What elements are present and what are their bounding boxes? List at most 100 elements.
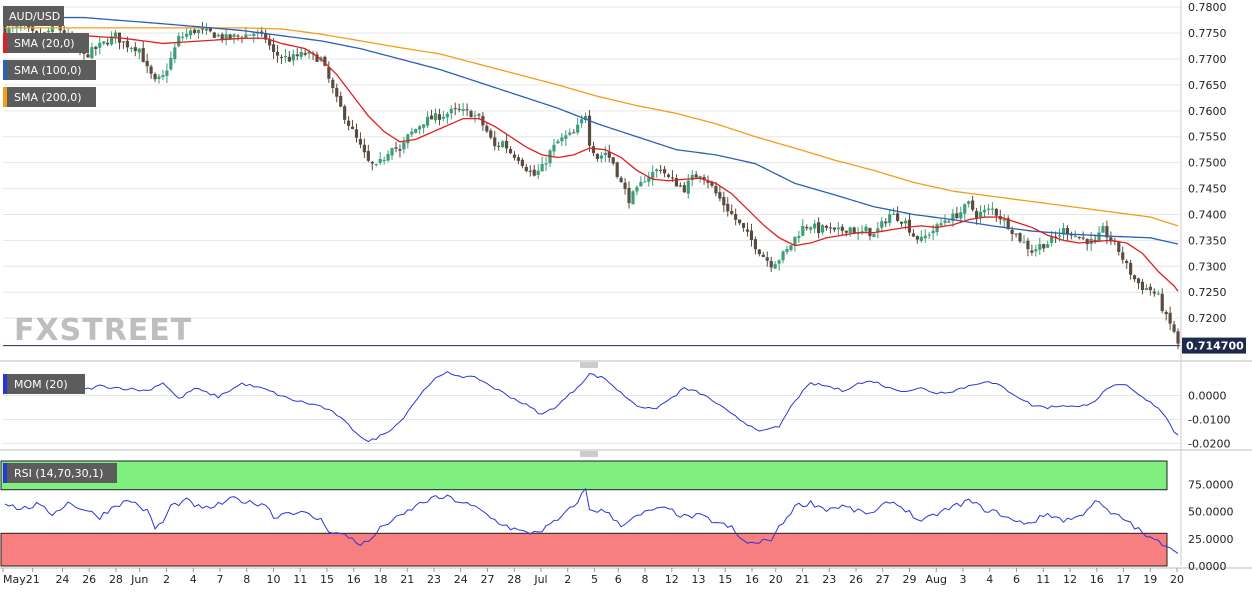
- candle-body: [599, 155, 603, 159]
- candle-body: [919, 236, 923, 242]
- candle-body: [1010, 229, 1014, 235]
- sma100-legend-box: [3, 60, 96, 80]
- x-tick-label: 15: [718, 573, 732, 586]
- x-tick-label: 16: [347, 573, 361, 586]
- candle-body: [591, 146, 596, 154]
- candle-body: [1164, 311, 1168, 315]
- price-tick-label: 0.7300: [1188, 260, 1227, 273]
- grid-layer: [0, 0, 1252, 569]
- candle-body: [631, 191, 635, 205]
- candle-body: [730, 211, 734, 214]
- candle-body: [1030, 250, 1034, 253]
- candle-body: [1125, 260, 1129, 264]
- candle-body: [682, 185, 686, 193]
- candle-body: [339, 95, 343, 107]
- x-tick-label: 3: [960, 573, 967, 586]
- candle-body: [678, 185, 682, 187]
- momentum-line: [4, 370, 1179, 443]
- momentum-layer: [4, 370, 1179, 443]
- last-price-tag: [1182, 337, 1246, 354]
- candle-body: [177, 36, 181, 47]
- x-tick-label: 8: [243, 573, 250, 586]
- x-tick-label: 21: [26, 573, 40, 586]
- candle-body: [268, 38, 272, 46]
- candle-body: [414, 129, 418, 133]
- candle-body: [141, 48, 145, 63]
- x-tick-label: 11: [293, 573, 307, 586]
- candle-body: [864, 226, 868, 232]
- candle-body: [702, 177, 706, 181]
- candle-body: [113, 32, 118, 38]
- candle-body: [765, 257, 769, 261]
- candle-body: [1168, 312, 1172, 324]
- candle-body: [406, 134, 410, 144]
- candle-body: [978, 211, 983, 217]
- x-tick-label: 24: [454, 573, 468, 586]
- candle-body: [212, 32, 216, 38]
- candle-body: [666, 174, 671, 177]
- symbol-label: AUD/USD: [9, 10, 60, 23]
- x-tick-label: 16: [745, 573, 759, 586]
- candle-body: [1140, 281, 1145, 290]
- candle-body: [220, 34, 224, 40]
- price-tick-label: 0.7400: [1188, 208, 1227, 221]
- candle-body: [516, 157, 521, 161]
- candle-body: [437, 114, 442, 120]
- candle-body: [1176, 331, 1180, 344]
- candle-body: [536, 170, 540, 175]
- candle-body: [94, 46, 98, 49]
- candle-body: [738, 219, 742, 224]
- candle-body: [714, 186, 718, 194]
- sma100-legend: SMA (100,0): [14, 64, 82, 77]
- candle-body: [947, 221, 951, 223]
- x-tick-label: 12: [1063, 573, 1077, 586]
- candle-body: [449, 109, 453, 114]
- candle-body: [789, 245, 793, 251]
- sma200-legend: SMA (200,0): [14, 91, 82, 104]
- price-tick-label: 0.7800: [1188, 1, 1227, 14]
- symbol-label-box: [3, 6, 64, 26]
- price-tick-label: 0.7750: [1188, 27, 1227, 40]
- candle-body: [532, 169, 536, 176]
- candle-body: [753, 239, 757, 250]
- candle-body: [840, 226, 844, 231]
- candle-body: [528, 170, 532, 172]
- candle-body: [394, 147, 398, 149]
- candle-body: [931, 230, 935, 234]
- x-tick-label: 20: [769, 573, 783, 586]
- candle-body: [1148, 286, 1152, 291]
- candle-body: [390, 148, 394, 156]
- candle-body: [963, 204, 967, 214]
- candle-body: [477, 114, 481, 116]
- x-tick-label: 2: [163, 573, 170, 586]
- mom-legend-swatch: [3, 374, 7, 394]
- candle-body: [1121, 252, 1125, 260]
- price-tick-label: 0.7550: [1188, 131, 1227, 144]
- candle-body: [524, 166, 528, 171]
- candle-body: [185, 33, 189, 37]
- rsi-oversold-zone: [0, 532, 1168, 567]
- candle-body: [903, 220, 908, 224]
- candle-body: [457, 108, 461, 110]
- candle-body: [662, 169, 667, 174]
- candle-body: [358, 138, 363, 145]
- candle-body: [133, 47, 137, 52]
- candle-body: [279, 56, 284, 58]
- candle-body: [568, 132, 572, 135]
- candle-body: [856, 232, 860, 234]
- candle-body: [611, 157, 615, 164]
- candle-body: [106, 42, 110, 45]
- candle-body: [911, 233, 915, 237]
- candle-body: [169, 57, 173, 70]
- x-tick-label: Jun: [130, 573, 148, 586]
- x-tick-label: 20: [1170, 573, 1184, 586]
- candle-body: [959, 212, 963, 219]
- candle-body: [769, 260, 773, 268]
- candle-body: [252, 33, 256, 36]
- candle-body: [876, 228, 880, 233]
- price-tick-label: 0.7450: [1188, 183, 1227, 196]
- candle-body: [915, 236, 919, 240]
- x-tick-label: Aug: [926, 573, 947, 586]
- x-tick-label: 2: [564, 573, 571, 586]
